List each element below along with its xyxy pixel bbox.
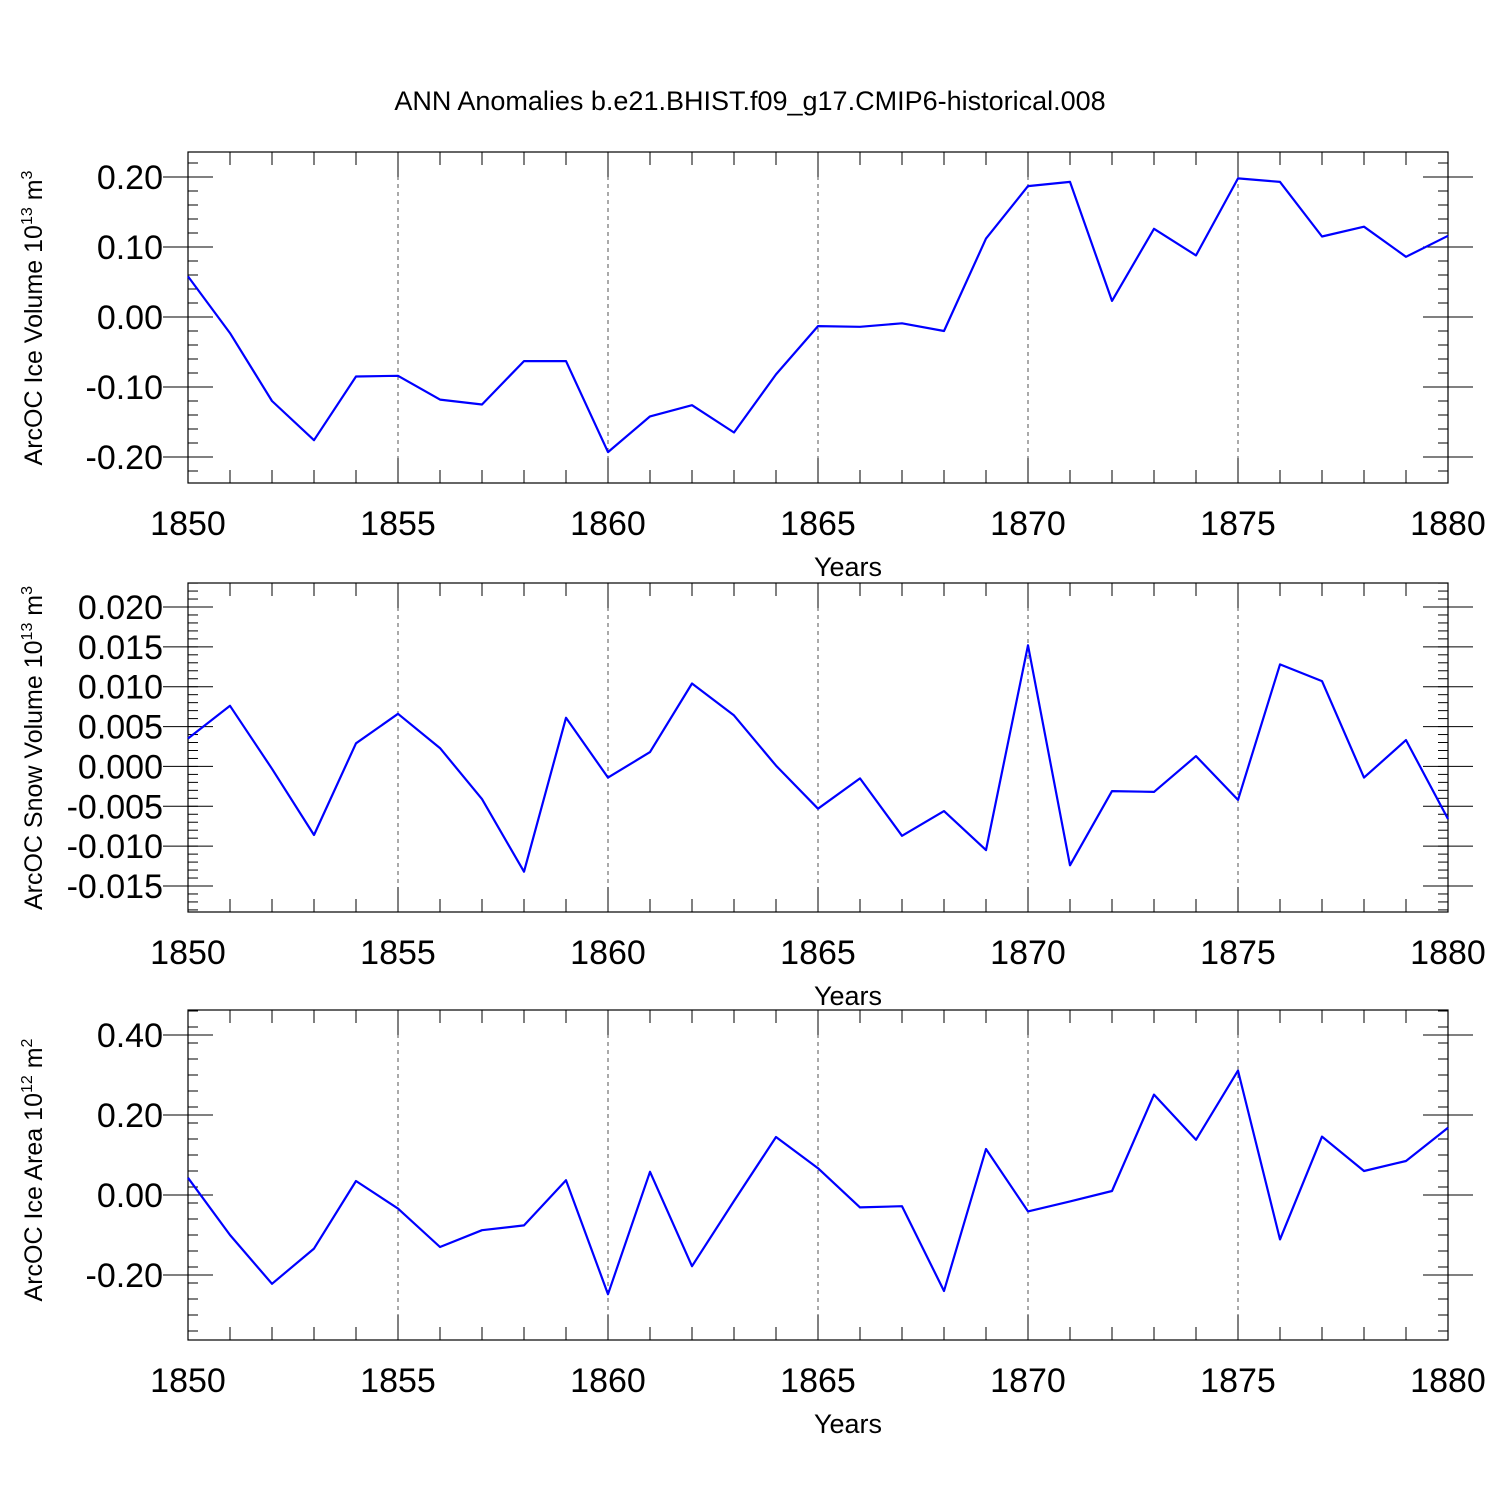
- panel-2: 0.0200.0150.0100.0050.000-0.005-0.010-0.…: [19, 582, 1486, 1011]
- x-tick-label: 1865: [780, 934, 856, 972]
- x-tick-label: 1860: [570, 1362, 646, 1400]
- panel-3: 0.40 0.20 0.00 -0.20 1850 1855 1860 1865 1870 187…: [19, 1009, 1486, 1439]
- plot-frame: [187, 151, 1449, 484]
- y-tick-label: 0.20: [97, 1097, 163, 1135]
- y-tick-label: 0.00: [97, 299, 163, 337]
- x-tick-label: 1850: [150, 1362, 226, 1400]
- y-tick-label: 0.015: [78, 629, 163, 667]
- y-tick-label: -0.005: [67, 788, 163, 826]
- x-tick-label: 1875: [1200, 1362, 1276, 1400]
- y-tick-label: -0.20: [86, 439, 164, 477]
- x-axis-label: Years: [814, 981, 882, 1011]
- y-tick-label: -0.20: [86, 1257, 164, 1295]
- x-tick-label: 1875: [1200, 934, 1276, 972]
- x-tick-label: 1880: [1410, 934, 1486, 972]
- x-tick-label: 1870: [990, 934, 1066, 972]
- y-axis-label: ArcOC Ice Volume 1013 m3: [19, 170, 48, 465]
- x-axis-label: Years: [814, 1409, 882, 1439]
- x-tick-label: 1855: [360, 505, 436, 543]
- y-axis-label: ArcOC Ice Area 1012 m2: [19, 1038, 48, 1301]
- y-tick-label: 0.10: [97, 229, 163, 267]
- y-tick-label: 0.020: [78, 589, 163, 627]
- x-tick-label: 1850: [150, 934, 226, 972]
- y-tick-label: -0.010: [67, 828, 163, 866]
- x-tick-label: 1860: [570, 934, 646, 972]
- x-tick-label: 1855: [360, 1362, 436, 1400]
- y-tick-label: 0.000: [78, 748, 163, 786]
- y-tick-label: -0.10: [86, 369, 164, 407]
- x-tick-label: 1880: [1410, 1362, 1486, 1400]
- x-tick-label: 1875: [1200, 505, 1276, 543]
- x-tick-label: 1855: [360, 934, 436, 972]
- x-tick-label: 1865: [780, 1362, 856, 1400]
- y-tick-label: -0.015: [67, 868, 163, 906]
- panel-1: 0.20 0.10 0.00 -0.10 -0.20 1850 1855 1860 1865 18…: [19, 151, 1486, 582]
- y-tick-label: 0.20: [97, 159, 163, 197]
- plot-frame: [187, 1009, 1449, 1341]
- x-tick-label: 1870: [990, 505, 1066, 543]
- y-axis-label: ArcOC Snow Volume 1013 m3: [19, 586, 48, 910]
- x-tick-label: 1870: [990, 1362, 1066, 1400]
- y-tick-label: 0.010: [78, 669, 163, 707]
- x-tick-label: 1850: [150, 505, 226, 543]
- chart-panels: 0.20 0.10 0.00 -0.10 -0.20 1850 1855 1860 1865 18…: [19, 151, 1486, 1439]
- chart-title: ANN Anomalies b.e21.BHIST.f09_g17.CMIP6-…: [394, 86, 1105, 116]
- x-tick-label: 1880: [1410, 505, 1486, 543]
- x-tick-label: 1860: [570, 505, 646, 543]
- y-tick-label: 0.00: [97, 1177, 163, 1215]
- x-tick-label: 1865: [780, 505, 856, 543]
- y-tick-label: 0.40: [97, 1017, 163, 1055]
- plot-frame: [187, 582, 1449, 913]
- x-axis-label: Years: [814, 552, 882, 582]
- y-tick-label: 0.005: [78, 709, 163, 747]
